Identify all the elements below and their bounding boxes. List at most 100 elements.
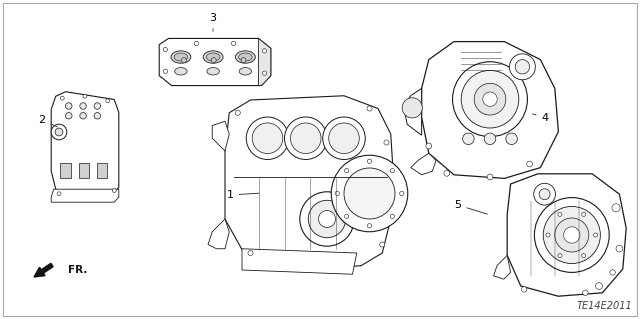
Circle shape	[390, 214, 394, 219]
Ellipse shape	[239, 68, 252, 75]
Circle shape	[83, 94, 87, 98]
Circle shape	[582, 254, 586, 258]
Circle shape	[65, 103, 72, 109]
Circle shape	[564, 227, 580, 243]
Circle shape	[522, 287, 527, 292]
Circle shape	[596, 283, 602, 289]
Circle shape	[332, 155, 408, 232]
Circle shape	[182, 58, 186, 63]
Polygon shape	[159, 39, 271, 85]
Polygon shape	[212, 121, 229, 151]
Ellipse shape	[174, 53, 188, 61]
Circle shape	[80, 103, 86, 109]
Circle shape	[474, 83, 506, 115]
Polygon shape	[507, 174, 626, 296]
Circle shape	[582, 212, 586, 216]
Circle shape	[558, 212, 562, 216]
Circle shape	[527, 161, 532, 167]
Circle shape	[509, 54, 535, 80]
Circle shape	[610, 270, 615, 275]
Polygon shape	[208, 219, 229, 249]
Circle shape	[246, 117, 289, 160]
Circle shape	[612, 204, 620, 212]
Bar	[97, 163, 107, 177]
Text: 3: 3	[209, 13, 216, 31]
Ellipse shape	[175, 68, 187, 75]
Polygon shape	[51, 92, 119, 197]
Circle shape	[57, 192, 61, 196]
Circle shape	[51, 124, 67, 140]
Circle shape	[232, 41, 236, 46]
Circle shape	[582, 290, 588, 295]
Circle shape	[616, 245, 623, 252]
Polygon shape	[225, 96, 395, 270]
Circle shape	[555, 218, 589, 252]
Circle shape	[291, 123, 321, 153]
Circle shape	[211, 58, 216, 63]
Circle shape	[323, 117, 365, 160]
Text: 5: 5	[454, 200, 487, 214]
Circle shape	[248, 250, 253, 256]
Polygon shape	[404, 88, 422, 135]
Circle shape	[483, 92, 497, 107]
Circle shape	[106, 99, 109, 103]
Circle shape	[344, 214, 349, 219]
Circle shape	[484, 133, 496, 145]
Circle shape	[319, 211, 335, 227]
Circle shape	[112, 189, 116, 192]
Circle shape	[380, 242, 385, 247]
Circle shape	[452, 62, 527, 137]
Circle shape	[94, 103, 100, 109]
Circle shape	[163, 69, 168, 73]
Circle shape	[461, 70, 519, 128]
Polygon shape	[51, 189, 119, 202]
Text: FR.: FR.	[68, 265, 88, 275]
Circle shape	[444, 170, 450, 176]
Circle shape	[262, 49, 267, 53]
Circle shape	[593, 233, 598, 237]
Circle shape	[390, 168, 394, 173]
Circle shape	[94, 113, 100, 119]
Circle shape	[402, 98, 422, 118]
Circle shape	[515, 60, 530, 74]
Ellipse shape	[239, 53, 252, 61]
Circle shape	[367, 106, 372, 111]
Circle shape	[194, 41, 198, 46]
Circle shape	[344, 168, 349, 173]
Circle shape	[252, 123, 283, 153]
Text: 1: 1	[227, 190, 259, 200]
Polygon shape	[493, 256, 511, 279]
Circle shape	[163, 48, 168, 52]
Circle shape	[55, 128, 63, 136]
Circle shape	[367, 159, 372, 163]
Circle shape	[463, 133, 474, 145]
Circle shape	[539, 189, 550, 200]
Circle shape	[285, 117, 327, 160]
Circle shape	[300, 192, 354, 246]
Circle shape	[241, 58, 246, 63]
Polygon shape	[242, 249, 356, 274]
Polygon shape	[422, 41, 558, 178]
Circle shape	[80, 113, 86, 119]
Text: 4: 4	[532, 113, 548, 123]
FancyArrow shape	[34, 263, 53, 277]
Circle shape	[426, 143, 432, 149]
Circle shape	[236, 110, 240, 115]
Circle shape	[543, 206, 600, 263]
Text: 2: 2	[38, 115, 58, 127]
Circle shape	[329, 123, 359, 153]
Circle shape	[506, 133, 517, 145]
Circle shape	[546, 233, 550, 237]
Ellipse shape	[207, 68, 220, 75]
Circle shape	[344, 168, 395, 219]
Circle shape	[308, 200, 346, 238]
Ellipse shape	[204, 51, 223, 63]
Circle shape	[335, 191, 339, 196]
Circle shape	[534, 183, 556, 205]
Ellipse shape	[206, 53, 220, 61]
Bar	[60, 163, 70, 177]
Circle shape	[367, 224, 372, 228]
Bar	[79, 163, 89, 177]
Polygon shape	[411, 153, 436, 175]
Polygon shape	[259, 39, 271, 85]
